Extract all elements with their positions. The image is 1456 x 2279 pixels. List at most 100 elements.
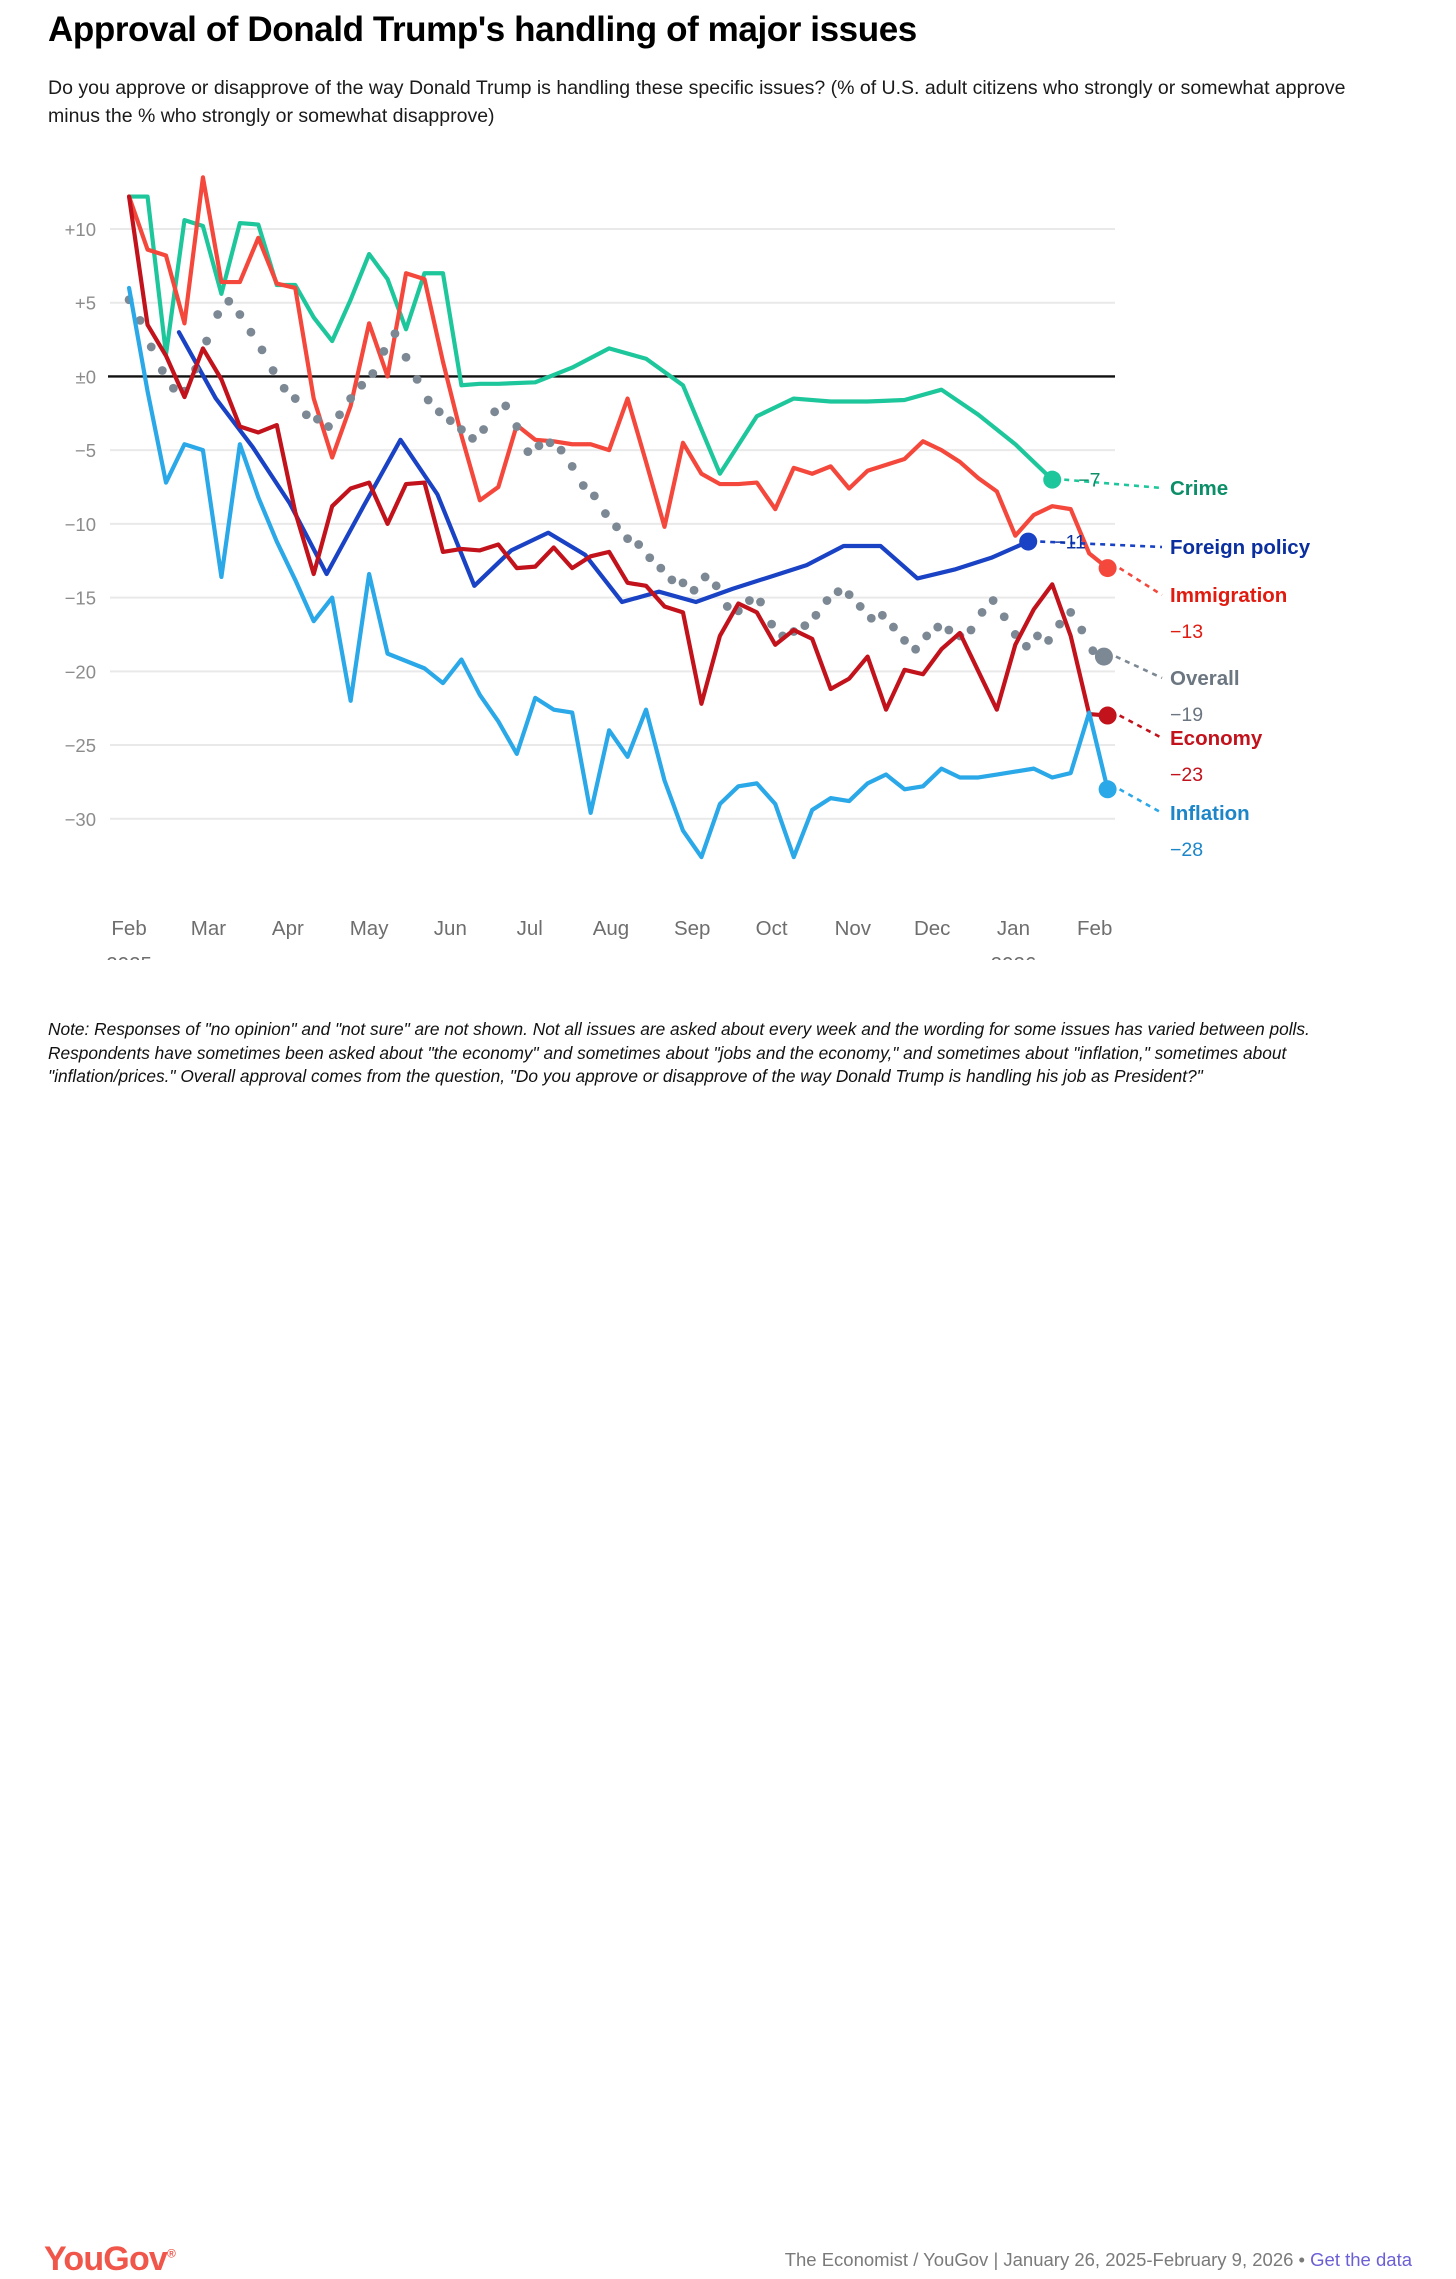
data-point-overall <box>157 366 167 375</box>
series-line-crime <box>126 194 1055 482</box>
data-point-overall <box>423 395 433 405</box>
x-axis-tick-label: Jan <box>997 917 1030 940</box>
y-axis-tick-label: −25 <box>65 735 96 756</box>
data-point-overall <box>357 380 367 390</box>
legend-connector-foreign-policy <box>1040 540 1163 549</box>
y-axis-tick-label: −20 <box>65 661 96 682</box>
data-point-overall <box>944 625 954 635</box>
data-point-overall <box>811 610 821 620</box>
data-point-overall <box>401 352 411 362</box>
data-point-overall <box>146 342 156 352</box>
chart-note: Note: Responses of "no opinion" and "not… <box>48 1019 1310 1087</box>
legend-connector-inflation <box>1118 788 1163 815</box>
data-point-overall <box>534 441 544 451</box>
data-point-overall <box>844 590 854 600</box>
x-axis-tick-label: Dec <box>914 917 950 940</box>
data-point-overall <box>490 407 500 417</box>
source-credit: The Economist / YouGov | January 26, 202… <box>785 2249 1412 2271</box>
data-point-overall <box>900 635 909 645</box>
data-point-overall <box>290 394 300 403</box>
data-point-overall <box>1021 641 1031 651</box>
data-point-overall <box>301 410 311 420</box>
series-line-immigration <box>126 175 1110 571</box>
data-point-overall <box>213 310 223 319</box>
data-point-overall <box>512 422 522 431</box>
legend-value-foreign-policy: −11 <box>1054 532 1086 554</box>
legend-value-overall: −19 <box>1170 704 1203 726</box>
y-axis-tick-label: −15 <box>65 588 96 609</box>
legend-label-foreign-policy[interactable]: Foreign policy <box>1170 536 1311 559</box>
data-point-overall <box>268 366 278 375</box>
data-point-overall <box>678 578 688 588</box>
get-the-data-link[interactable]: Get the data <box>1310 2249 1412 2270</box>
data-point-overall <box>722 602 732 611</box>
legend-label-overall[interactable]: Overall <box>1170 667 1240 690</box>
data-point-overall <box>689 585 699 595</box>
data-point-overall <box>379 346 389 356</box>
x-axis-tick-label: Aug <box>593 917 629 940</box>
series-end-marker-overall <box>1094 647 1113 666</box>
y-axis-tick-label: +10 <box>65 219 96 240</box>
data-point-overall <box>202 336 212 346</box>
data-point-overall <box>445 416 455 426</box>
data-point-overall <box>634 540 644 549</box>
series-line-economy <box>126 194 1110 718</box>
legend-connector-crime <box>1064 478 1163 490</box>
data-point-overall <box>1077 625 1087 635</box>
data-point-overall <box>911 644 920 654</box>
x-axis-year-label: 2025 <box>106 953 152 960</box>
legend-value-inflation: −28 <box>1170 839 1203 861</box>
series-end-marker-inflation <box>1098 780 1117 799</box>
data-point-overall <box>977 607 987 617</box>
x-axis-tick-label: May <box>350 917 389 940</box>
legend-connector-immigration <box>1118 567 1163 597</box>
legend-label-economy[interactable]: Economy <box>1170 727 1263 750</box>
series-line-foreign-policy <box>176 330 1031 605</box>
data-point-overall <box>933 622 943 632</box>
x-axis-tick-label: Jun <box>434 917 467 940</box>
legend-value-crime: −7 <box>1078 470 1100 492</box>
data-point-overall <box>623 534 632 544</box>
data-point-overall <box>756 597 765 607</box>
data-point-overall <box>368 369 378 378</box>
series-end-marker-immigration <box>1098 559 1117 578</box>
chart-plot-area: +10 +5 ±0 −5 −10 −15 −20 −25 −30 Crime −7 Foreign … <box>0 150 1456 960</box>
x-axis-tick-label: Feb <box>1077 917 1112 940</box>
data-point-overall <box>711 581 721 591</box>
data-point-overall <box>1088 646 1098 656</box>
x-axis-tick-label: Feb <box>111 917 146 940</box>
data-point-overall <box>589 491 599 501</box>
y-axis-labels: +10 +5 ±0 −5 −10 −15 −20 −25 −30 <box>65 219 96 830</box>
x-axis-tick-label: Sep <box>674 917 710 940</box>
series-end-labels: Crime −7 Foreign policy −11 Immigration −13 Ov… <box>1040 470 1311 861</box>
x-axis-year-label: 2026 <box>991 953 1037 960</box>
legend-label-immigration[interactable]: Immigration <box>1170 584 1287 607</box>
legend-connector-economy <box>1119 714 1163 740</box>
data-point-overall <box>434 407 444 417</box>
data-point-overall <box>822 596 832 605</box>
data-point-overall <box>601 509 610 518</box>
legend-value-immigration: −13 <box>1170 621 1203 643</box>
data-point-overall <box>855 602 865 611</box>
chart-subtitle: Do you approve or disapprove of the way … <box>48 77 1346 127</box>
legend-label-inflation[interactable]: Inflation <box>1170 802 1250 825</box>
legend-label-crime[interactable]: Crime <box>1170 477 1228 500</box>
x-axis-tick-label: Oct <box>756 917 788 940</box>
y-axis-tick-label: ±0 <box>76 366 96 387</box>
gridlines <box>110 227 1115 820</box>
data-point-overall <box>313 414 322 424</box>
series-end-marker-foreign-policy <box>1019 532 1038 551</box>
series-end-marker-crime <box>1043 470 1062 489</box>
data-point-overall <box>667 575 677 585</box>
data-point-overall <box>468 433 477 443</box>
data-point-overall <box>578 481 588 490</box>
legend-value-economy: −23 <box>1170 764 1203 786</box>
x-axis-tick-label: Mar <box>191 917 226 940</box>
data-point-overall <box>168 383 178 393</box>
data-point-overall <box>988 596 998 605</box>
yougov-logo-text: YouGov <box>44 2240 168 2278</box>
data-point-overall <box>324 422 333 431</box>
x-axis-tick-label: Apr <box>272 917 304 940</box>
data-point-overall <box>656 563 666 573</box>
data-point-overall <box>1055 619 1065 629</box>
